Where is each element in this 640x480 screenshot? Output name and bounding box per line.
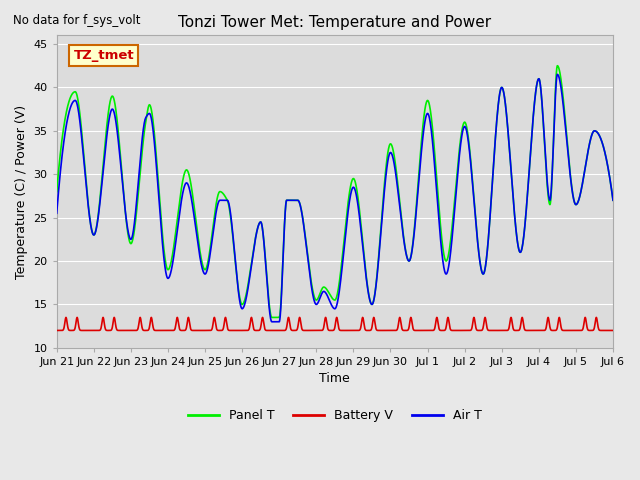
Text: TZ_tmet: TZ_tmet — [74, 49, 134, 62]
Legend: Panel T, Battery V, Air T: Panel T, Battery V, Air T — [182, 404, 487, 427]
Y-axis label: Temperature (C) / Power (V): Temperature (C) / Power (V) — [15, 105, 28, 278]
Text: No data for f_sys_volt: No data for f_sys_volt — [13, 14, 140, 27]
X-axis label: Time: Time — [319, 372, 350, 385]
Title: Tonzi Tower Met: Temperature and Power: Tonzi Tower Met: Temperature and Power — [179, 15, 492, 30]
